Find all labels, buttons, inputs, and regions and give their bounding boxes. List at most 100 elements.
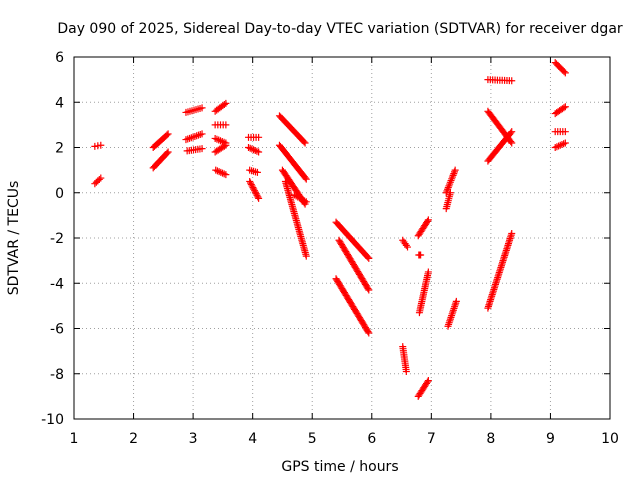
data-point <box>560 140 568 148</box>
data-point <box>198 104 206 112</box>
data-point <box>247 179 255 187</box>
data-point <box>164 148 172 156</box>
data-point <box>164 130 172 138</box>
data-point <box>364 285 372 293</box>
data-point <box>302 175 310 183</box>
data-point <box>254 193 262 201</box>
x-tick-label: 10 <box>601 431 619 447</box>
data-point <box>251 188 259 196</box>
data-point <box>198 145 206 153</box>
data-point <box>215 168 223 176</box>
series-arc-18 <box>275 141 310 183</box>
series-arc-13 <box>244 133 263 141</box>
chart-title: Day 090 of 2025, Sidereal Day-to-day VTE… <box>57 21 623 37</box>
data-point <box>402 367 410 375</box>
series-arc-39 <box>551 103 569 118</box>
axis-ticks: 1 2 3 4 5 6 7 8 9 10 -10 -8 -6 -4 -2 0 2 4 6 <box>41 50 619 447</box>
series-arc-22 <box>332 218 373 262</box>
data-point <box>558 140 566 148</box>
grid-lines <box>74 57 610 419</box>
data-point <box>252 190 260 198</box>
series-arc-03 <box>149 130 172 151</box>
data-point <box>507 129 515 137</box>
data-point <box>423 217 431 225</box>
series-arc-36 <box>484 128 516 165</box>
data-point <box>561 103 569 111</box>
series-arc-16 <box>246 177 263 202</box>
series-arc-37 <box>484 229 516 312</box>
series-arc-32 <box>442 189 454 213</box>
data-point <box>452 297 460 305</box>
series-arc-01 <box>91 141 105 150</box>
data-point <box>213 167 221 175</box>
data-point <box>220 101 228 109</box>
data-point <box>222 171 230 179</box>
series-arc-31 <box>442 166 459 197</box>
data-point <box>424 216 432 224</box>
data-point <box>163 149 171 157</box>
data-point <box>212 166 220 174</box>
x-tick-label: 8 <box>486 431 495 447</box>
series-arc-15 <box>246 166 261 176</box>
series-arc-04 <box>149 148 172 172</box>
data-point <box>560 104 568 112</box>
data-point <box>365 254 373 262</box>
data-point <box>561 128 569 136</box>
x-tick-label: 5 <box>308 431 317 447</box>
data-point <box>198 130 206 138</box>
data-point <box>508 229 516 237</box>
data-point <box>508 139 516 147</box>
data-point <box>250 146 258 154</box>
series-arc-20 <box>290 191 310 206</box>
series-arc-05 <box>182 104 206 116</box>
series-arc-26 <box>399 343 410 375</box>
data-point <box>222 141 230 149</box>
data-point <box>222 99 230 107</box>
data-point <box>220 142 228 150</box>
y-axis-label: SDTVAR / TECUs <box>6 181 22 296</box>
data-point <box>451 166 459 174</box>
x-tick-label: 1 <box>70 431 79 447</box>
data-point <box>255 133 263 141</box>
data-point <box>402 241 410 249</box>
series-arc-23 <box>335 236 373 294</box>
series-arc-25 <box>399 236 412 251</box>
data-point <box>253 168 261 176</box>
x-tick-label: 6 <box>367 431 376 447</box>
data-point <box>255 148 263 156</box>
data-point <box>250 185 258 193</box>
data-point <box>301 139 309 147</box>
data-point <box>246 177 254 185</box>
x-tick-label: 7 <box>427 431 436 447</box>
y-tick-label: 0 <box>55 186 64 202</box>
y-tick-label: -8 <box>50 367 64 383</box>
data-point <box>253 191 261 199</box>
data-point <box>365 329 373 337</box>
series-arc-38 <box>551 59 569 77</box>
series-arc-11 <box>211 141 230 156</box>
y-tick-label: 4 <box>55 95 64 111</box>
series-arc-30 <box>414 377 432 400</box>
data-point <box>251 147 259 155</box>
x-axis-label: GPS time / hours <box>281 459 398 475</box>
y-tick-label: 2 <box>55 141 64 157</box>
data-point <box>255 194 263 202</box>
series-arc-02 <box>91 174 105 188</box>
data-point <box>246 144 254 152</box>
data-point <box>253 147 261 155</box>
data-point <box>247 181 255 189</box>
data-point <box>364 253 372 261</box>
data-point <box>244 144 252 151</box>
data-point <box>556 141 564 149</box>
series-arc-06 <box>182 130 206 144</box>
series-arc-29 <box>415 268 432 317</box>
data-point <box>364 328 372 336</box>
data-point <box>218 169 226 177</box>
series-arc-12 <box>212 166 230 179</box>
series-arc-40 <box>551 128 569 136</box>
data-point <box>424 377 432 385</box>
data-points <box>91 59 569 400</box>
data-point <box>446 189 454 197</box>
series-arc-17 <box>275 112 309 147</box>
